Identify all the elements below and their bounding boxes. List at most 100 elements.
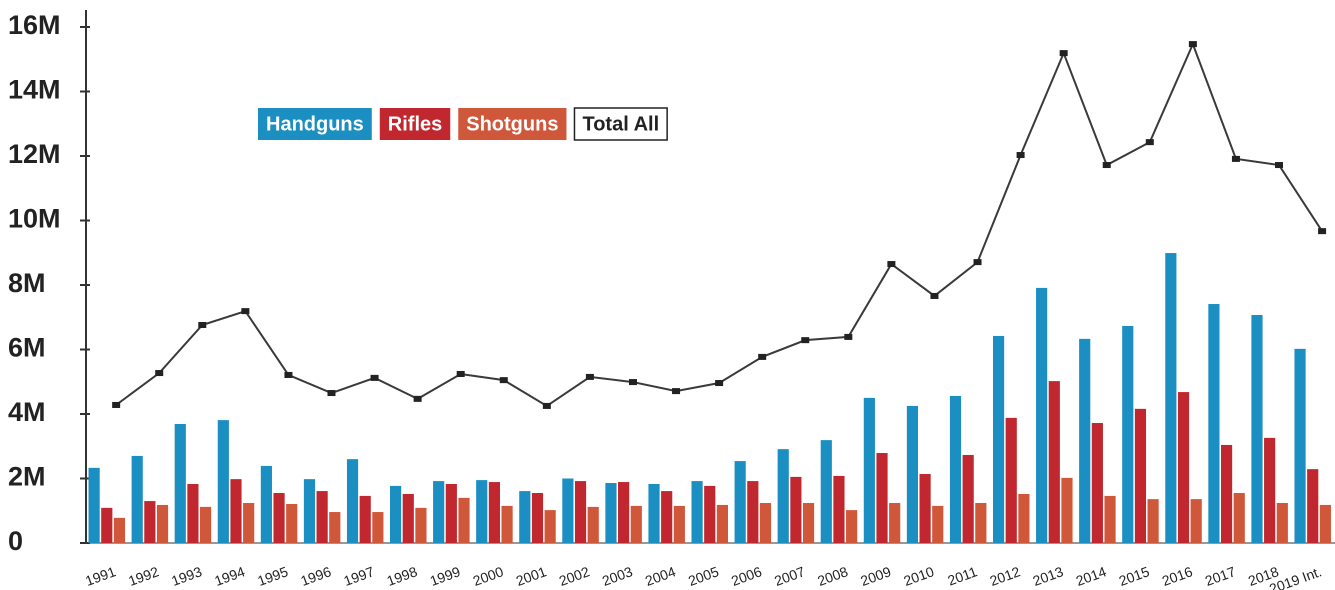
- y-tick-label: 14M: [8, 75, 61, 105]
- bar: [673, 505, 685, 543]
- bar: [1018, 493, 1030, 543]
- legend-box: [573, 107, 668, 141]
- x-tick-label: 1995: [255, 563, 290, 589]
- bar: [790, 476, 802, 543]
- bar: [1294, 348, 1306, 543]
- bar: [187, 483, 199, 543]
- bar: [156, 504, 169, 543]
- bar: [1264, 437, 1276, 543]
- legend-box: [258, 108, 372, 140]
- legend-label: Shotguns: [466, 113, 558, 135]
- bar: [260, 465, 272, 543]
- bar: [949, 395, 962, 543]
- bar: [820, 440, 832, 543]
- line-marker: [1275, 162, 1284, 169]
- line-marker: [542, 402, 551, 409]
- line-marker: [413, 395, 422, 402]
- line-marker: [1145, 139, 1154, 146]
- bar: [1233, 493, 1245, 543]
- bar: [1061, 477, 1073, 543]
- x-tick-label: 1999: [428, 563, 463, 589]
- bar: [359, 495, 371, 543]
- bar: [876, 453, 888, 543]
- bar: [243, 503, 255, 543]
- legend-box: [379, 108, 451, 140]
- line-marker: [758, 353, 767, 360]
- x-tick-label: 1992: [126, 563, 161, 589]
- bar: [1091, 423, 1103, 543]
- y-tick-label: 16M: [8, 10, 61, 40]
- bar: [1220, 444, 1233, 543]
- y-tick-label: 4M: [8, 397, 46, 427]
- line-marker: [628, 379, 637, 386]
- x-tick-label: 2004: [643, 563, 678, 589]
- bar: [144, 501, 156, 543]
- line-marker: [370, 374, 379, 381]
- bar: [716, 504, 729, 543]
- x-tick-label: 1997: [341, 563, 376, 589]
- line: [115, 41, 1323, 408]
- line-marker: [1016, 152, 1025, 159]
- bar: [1036, 287, 1048, 543]
- bar: [846, 510, 858, 543]
- line-marker: [715, 380, 724, 387]
- x-tick-label: 2013: [1031, 563, 1066, 589]
- y-tick-label: 10M: [8, 204, 61, 234]
- x-tick-label: 2015: [1117, 563, 1152, 589]
- bar: [476, 480, 488, 543]
- bar: [802, 503, 815, 543]
- bar: [605, 483, 617, 543]
- bar: [217, 420, 229, 543]
- bar: [519, 491, 531, 543]
- line-marker: [1102, 162, 1111, 169]
- bar: [919, 473, 931, 543]
- x-tick-label: 2006: [729, 563, 764, 589]
- bar: [574, 481, 587, 543]
- bar: [101, 507, 113, 543]
- bar: [1190, 499, 1202, 543]
- line-marker: [155, 370, 164, 377]
- bar: [531, 493, 544, 543]
- legend-label: Total All: [582, 113, 659, 135]
- bar: [390, 485, 402, 543]
- line-marker: [112, 401, 121, 408]
- line-marker: [585, 373, 594, 380]
- bar: [661, 491, 673, 543]
- x-tick-label: 1993: [169, 563, 204, 589]
- x-tick-label: 2008: [815, 563, 850, 589]
- bar: [1177, 392, 1190, 543]
- line-marker: [284, 371, 293, 378]
- line-marker: [456, 371, 465, 378]
- legend-item: Shotguns: [458, 108, 567, 140]
- legend-item: Rifles: [379, 108, 451, 140]
- bar: [975, 503, 987, 543]
- bar: [346, 459, 359, 543]
- line-marker: [1231, 155, 1240, 162]
- bar: [303, 479, 316, 543]
- x-tick-label: 2011: [945, 563, 979, 588]
- bar: [992, 335, 1005, 543]
- legend-label: Rifles: [388, 113, 442, 135]
- bar: [1165, 253, 1177, 543]
- x-tick-label: 2007: [772, 563, 807, 589]
- bar: [863, 397, 875, 543]
- legend-box: [458, 108, 567, 140]
- bar: [1147, 499, 1159, 543]
- bar: [759, 503, 772, 543]
- x-tick-label: 1998: [385, 563, 420, 589]
- bar: [1307, 469, 1319, 543]
- legend-item: Total All: [573, 107, 668, 141]
- bar: [1079, 338, 1091, 543]
- bar: [889, 503, 901, 543]
- bar: [433, 481, 445, 543]
- line-marker: [672, 388, 681, 395]
- bar: [630, 505, 642, 543]
- y-tick-label: 2M: [8, 462, 46, 492]
- x-tick-label: 2012: [988, 563, 1023, 589]
- bar: [1276, 503, 1288, 543]
- bar: [906, 405, 919, 543]
- bar: [415, 507, 427, 543]
- bar: [402, 493, 414, 543]
- bar: [230, 479, 242, 543]
